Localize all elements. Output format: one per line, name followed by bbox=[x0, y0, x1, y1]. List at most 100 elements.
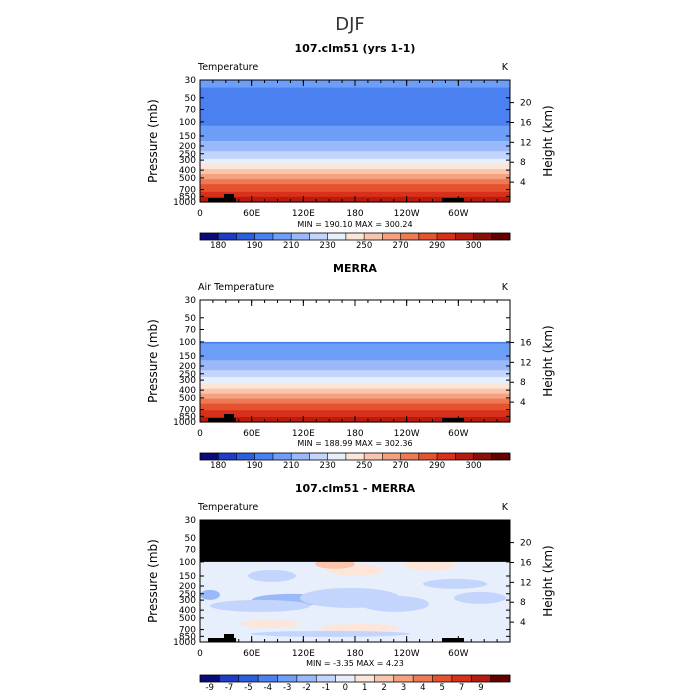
field-band bbox=[200, 381, 510, 385]
colorbar-swatch bbox=[382, 233, 401, 240]
p-tick-label: 100 bbox=[179, 558, 196, 568]
field-band bbox=[200, 148, 510, 152]
field-band bbox=[200, 341, 510, 345]
terrain-mark bbox=[442, 418, 464, 422]
field-band bbox=[200, 146, 510, 150]
p-tick-label: 1000 bbox=[173, 638, 196, 648]
units-label: K bbox=[502, 502, 509, 513]
field-band bbox=[200, 345, 510, 348]
field-band bbox=[200, 398, 510, 401]
units-label: K bbox=[502, 282, 509, 293]
units-label: K bbox=[502, 62, 509, 73]
field-band bbox=[200, 350, 510, 353]
terrain bbox=[208, 194, 464, 202]
x-tick-label: 0 bbox=[197, 209, 203, 219]
terrain bbox=[208, 414, 464, 422]
field-blob bbox=[423, 578, 487, 589]
field-band bbox=[200, 105, 510, 109]
h-tick-label: 20 bbox=[520, 539, 532, 549]
x-tick-label: 0 bbox=[197, 649, 203, 659]
field-band bbox=[200, 191, 510, 195]
colorbar-label: 250 bbox=[356, 461, 372, 471]
field-band bbox=[200, 135, 510, 140]
field-band bbox=[200, 168, 510, 173]
panel-title: MERRA bbox=[333, 262, 377, 275]
terrain-mark bbox=[442, 198, 464, 202]
y-axis-title: Pressure (mb) bbox=[146, 99, 160, 183]
h-tick-label: 12 bbox=[520, 578, 531, 588]
field-blob bbox=[320, 623, 400, 632]
field-band bbox=[200, 346, 510, 350]
p-tick-label: 50 bbox=[185, 94, 197, 104]
stats-line: MIN = 188.99 MAX = 302.36 bbox=[297, 439, 412, 448]
field-band bbox=[200, 360, 510, 363]
field-band bbox=[200, 171, 510, 175]
p-tick-label: 50 bbox=[185, 534, 197, 544]
colorbar-swatch bbox=[327, 453, 347, 460]
colorbar-swatch bbox=[455, 453, 474, 460]
p-tick-label: 500 bbox=[179, 614, 196, 624]
p-tick-label: 400 bbox=[179, 606, 196, 616]
height-ticks: 4 8 12 16 bbox=[510, 338, 532, 408]
p-tick-label: 30 bbox=[185, 296, 197, 306]
field-band bbox=[200, 395, 510, 398]
colorbar-label: 4 bbox=[420, 683, 425, 693]
field-band bbox=[200, 100, 510, 104]
field-band bbox=[200, 363, 510, 366]
field-band bbox=[200, 375, 510, 378]
p-tick-label: 100 bbox=[179, 118, 196, 128]
colorbar-swatch bbox=[236, 453, 256, 460]
colorbar-label: 210 bbox=[283, 241, 299, 251]
colorbar-swatch bbox=[335, 675, 356, 682]
colorbar-label: 270 bbox=[392, 461, 408, 471]
field-band bbox=[200, 97, 510, 101]
y2-axis-title: Height (km) bbox=[541, 545, 555, 616]
y2-axis-title: Height (km) bbox=[541, 105, 555, 176]
field-band bbox=[200, 161, 510, 165]
x-tick-label: 180 bbox=[346, 649, 363, 659]
field-band bbox=[200, 153, 510, 157]
field-layers bbox=[200, 520, 510, 642]
field-band bbox=[200, 123, 510, 127]
colorbar-label: -2 bbox=[302, 683, 310, 693]
h-tick-label: 4 bbox=[520, 178, 526, 188]
colorbar-label: 180 bbox=[210, 241, 226, 251]
field-band bbox=[200, 383, 510, 386]
x-tick-label: 0 bbox=[197, 429, 203, 439]
colorbar-label: 300 bbox=[465, 241, 481, 251]
height-ticks: 4 8 12 16 20 bbox=[510, 539, 532, 628]
colorbar-frame bbox=[199, 232, 511, 241]
terrain-mark bbox=[208, 418, 236, 422]
field-band bbox=[200, 189, 510, 193]
field-band bbox=[200, 184, 510, 188]
field-band bbox=[200, 408, 510, 411]
field-band bbox=[200, 380, 510, 383]
colorbar-swatch bbox=[309, 453, 328, 460]
field-band bbox=[200, 365, 510, 368]
field-band bbox=[200, 406, 510, 410]
colorbar-label: -9 bbox=[205, 683, 213, 693]
terrain-mark bbox=[442, 638, 464, 642]
field-band bbox=[200, 388, 510, 391]
x-ticks: 0 60E 120E 180 120W 60W bbox=[197, 80, 498, 219]
colorbar-label: 190 bbox=[247, 241, 263, 251]
colorbar-label: 300 bbox=[465, 461, 481, 471]
field-band bbox=[200, 125, 510, 129]
x-tick-label: 60E bbox=[243, 209, 260, 219]
field-band bbox=[200, 385, 510, 388]
field-band bbox=[200, 130, 510, 134]
colorbar-swatch bbox=[382, 453, 401, 460]
colorbar-swatch bbox=[400, 453, 420, 460]
field-band bbox=[200, 371, 510, 375]
stats-line: MIN = -3.35 MAX = 4.23 bbox=[306, 659, 404, 668]
field-band bbox=[200, 163, 510, 168]
field-band bbox=[200, 133, 510, 137]
colorbar-swatch bbox=[272, 233, 292, 240]
p-tick-label: 200 bbox=[179, 582, 196, 592]
field-band bbox=[200, 110, 510, 114]
